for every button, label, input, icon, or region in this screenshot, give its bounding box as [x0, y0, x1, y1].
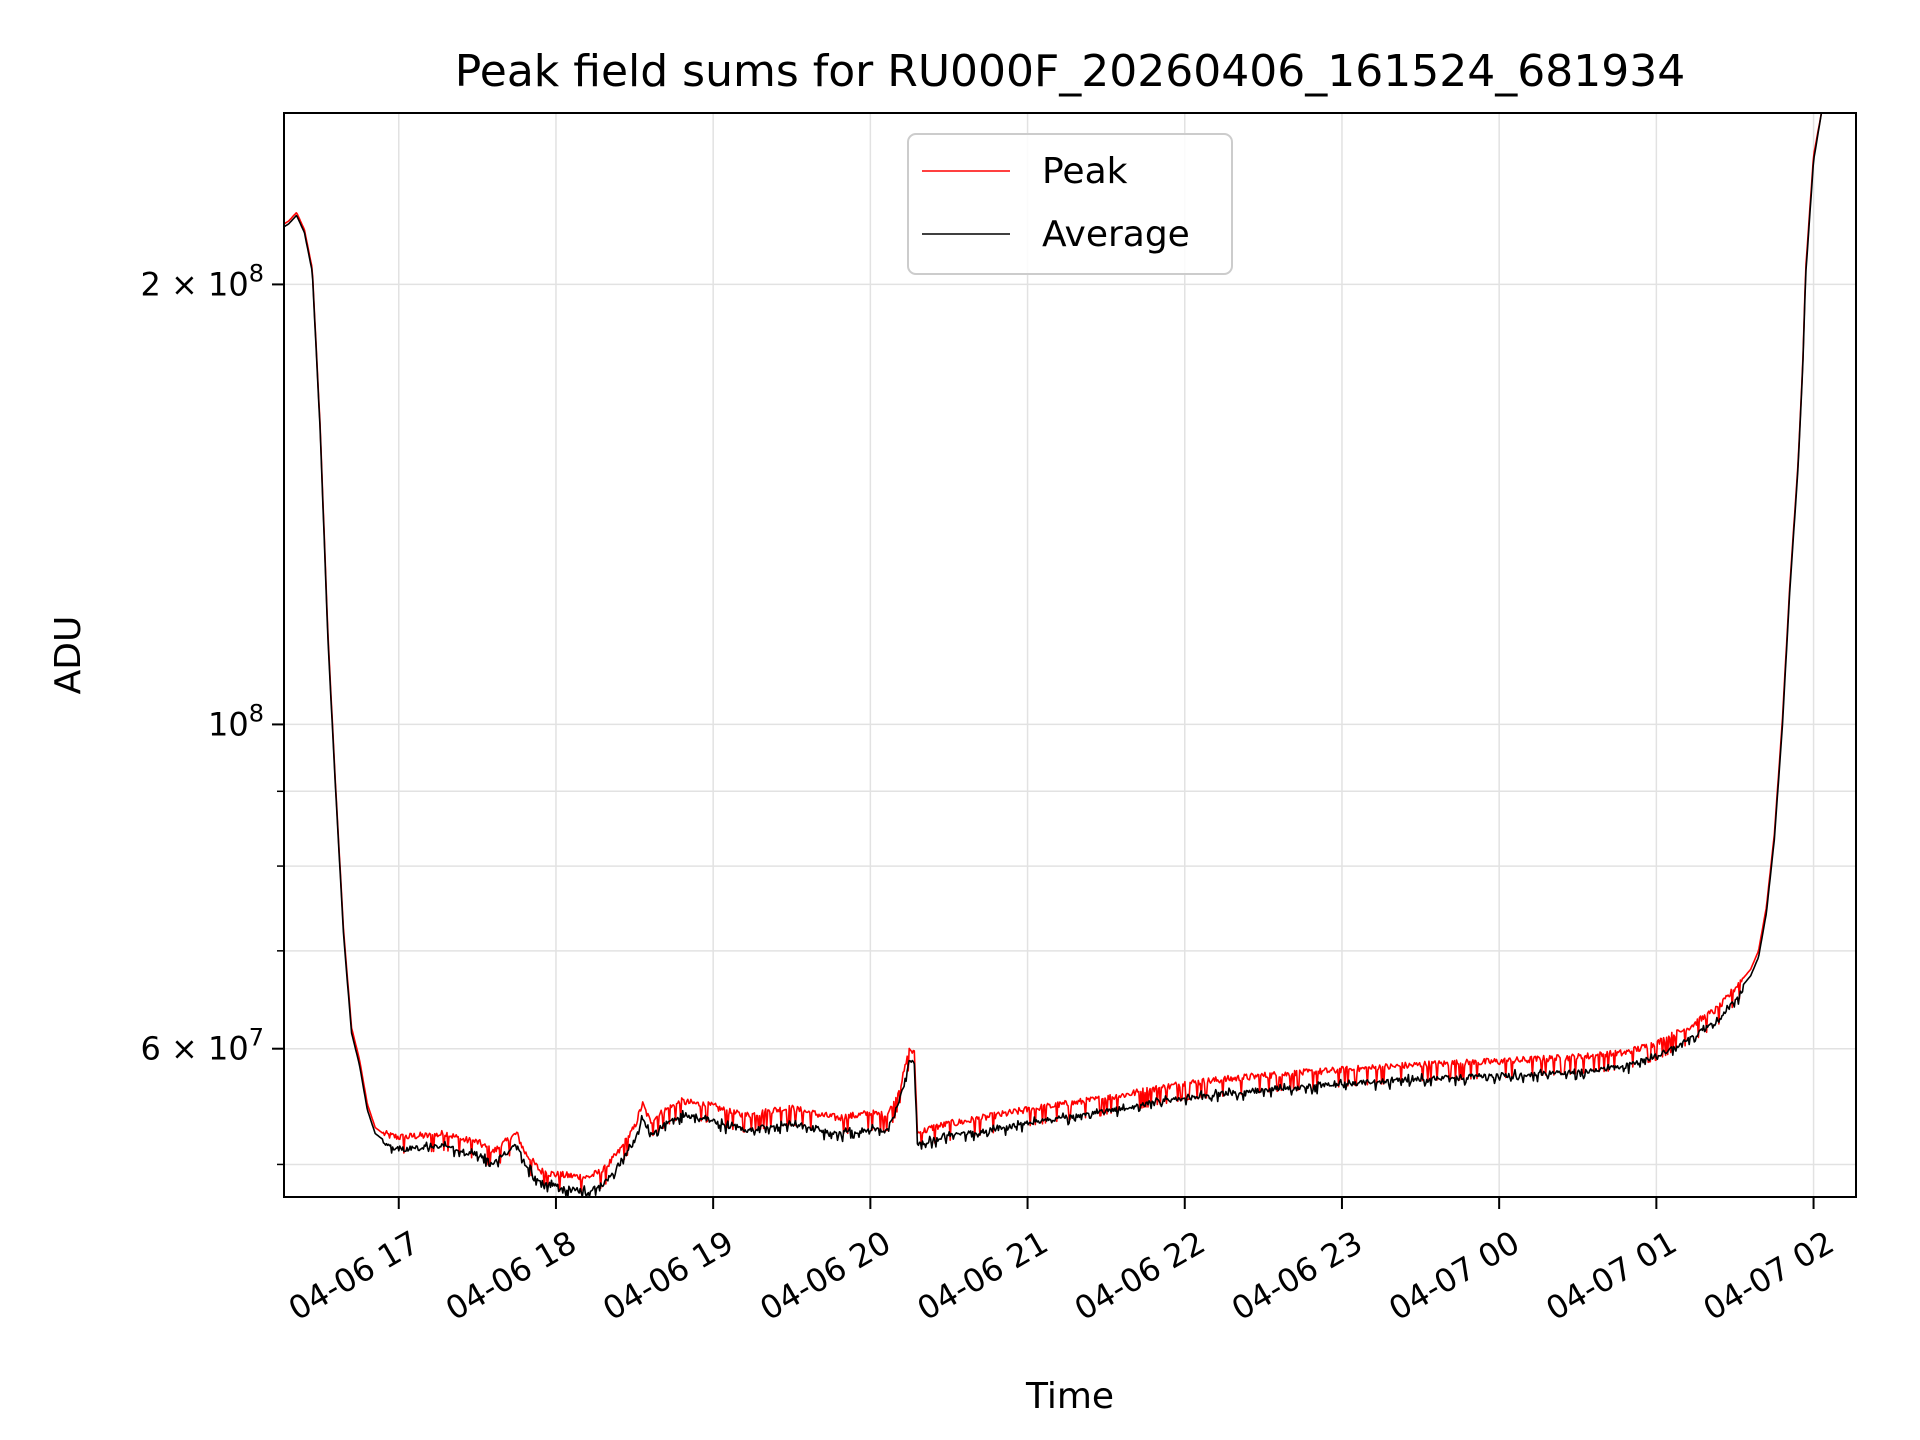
- chart-title: Peak field sums for RU000F_20260406_1615…: [455, 46, 1685, 97]
- series-line-average: [283, 112, 1823, 1198]
- legend-label-average: Average: [1042, 214, 1190, 255]
- y-tick-sep: ×: [161, 1030, 208, 1068]
- y-tick-exponent: 8: [249, 699, 264, 727]
- x-axis-label: Time: [1025, 1376, 1114, 1417]
- grid-lines: [284, 113, 1856, 1197]
- y-tick-exponent: 7: [249, 1024, 264, 1052]
- y-tick-base: 2: [140, 265, 160, 303]
- plot-frame: [283, 112, 1857, 1198]
- y-tick-label: 2 × 108: [140, 259, 264, 303]
- y-tick-sep: ×: [161, 265, 208, 303]
- series-lines: [283, 112, 1823, 1198]
- y-tick-mantissa: 10: [208, 705, 249, 743]
- legend-box: [907, 133, 1233, 275]
- y-tick-exponent: 8: [249, 259, 264, 287]
- y-tick-label: 108: [208, 699, 264, 743]
- legend-label-peak: Peak: [1042, 151, 1128, 192]
- y-tick-mantissa: 10: [208, 1030, 249, 1068]
- legend: Peak Average: [907, 133, 1233, 275]
- y-tick-mantissa: 10: [208, 265, 249, 303]
- y-tick-label: 6 × 107: [140, 1024, 264, 1068]
- y-axis-label: ADU: [48, 616, 89, 695]
- series-line-peak: [283, 112, 1823, 1194]
- y-tick-base: 6: [140, 1030, 160, 1068]
